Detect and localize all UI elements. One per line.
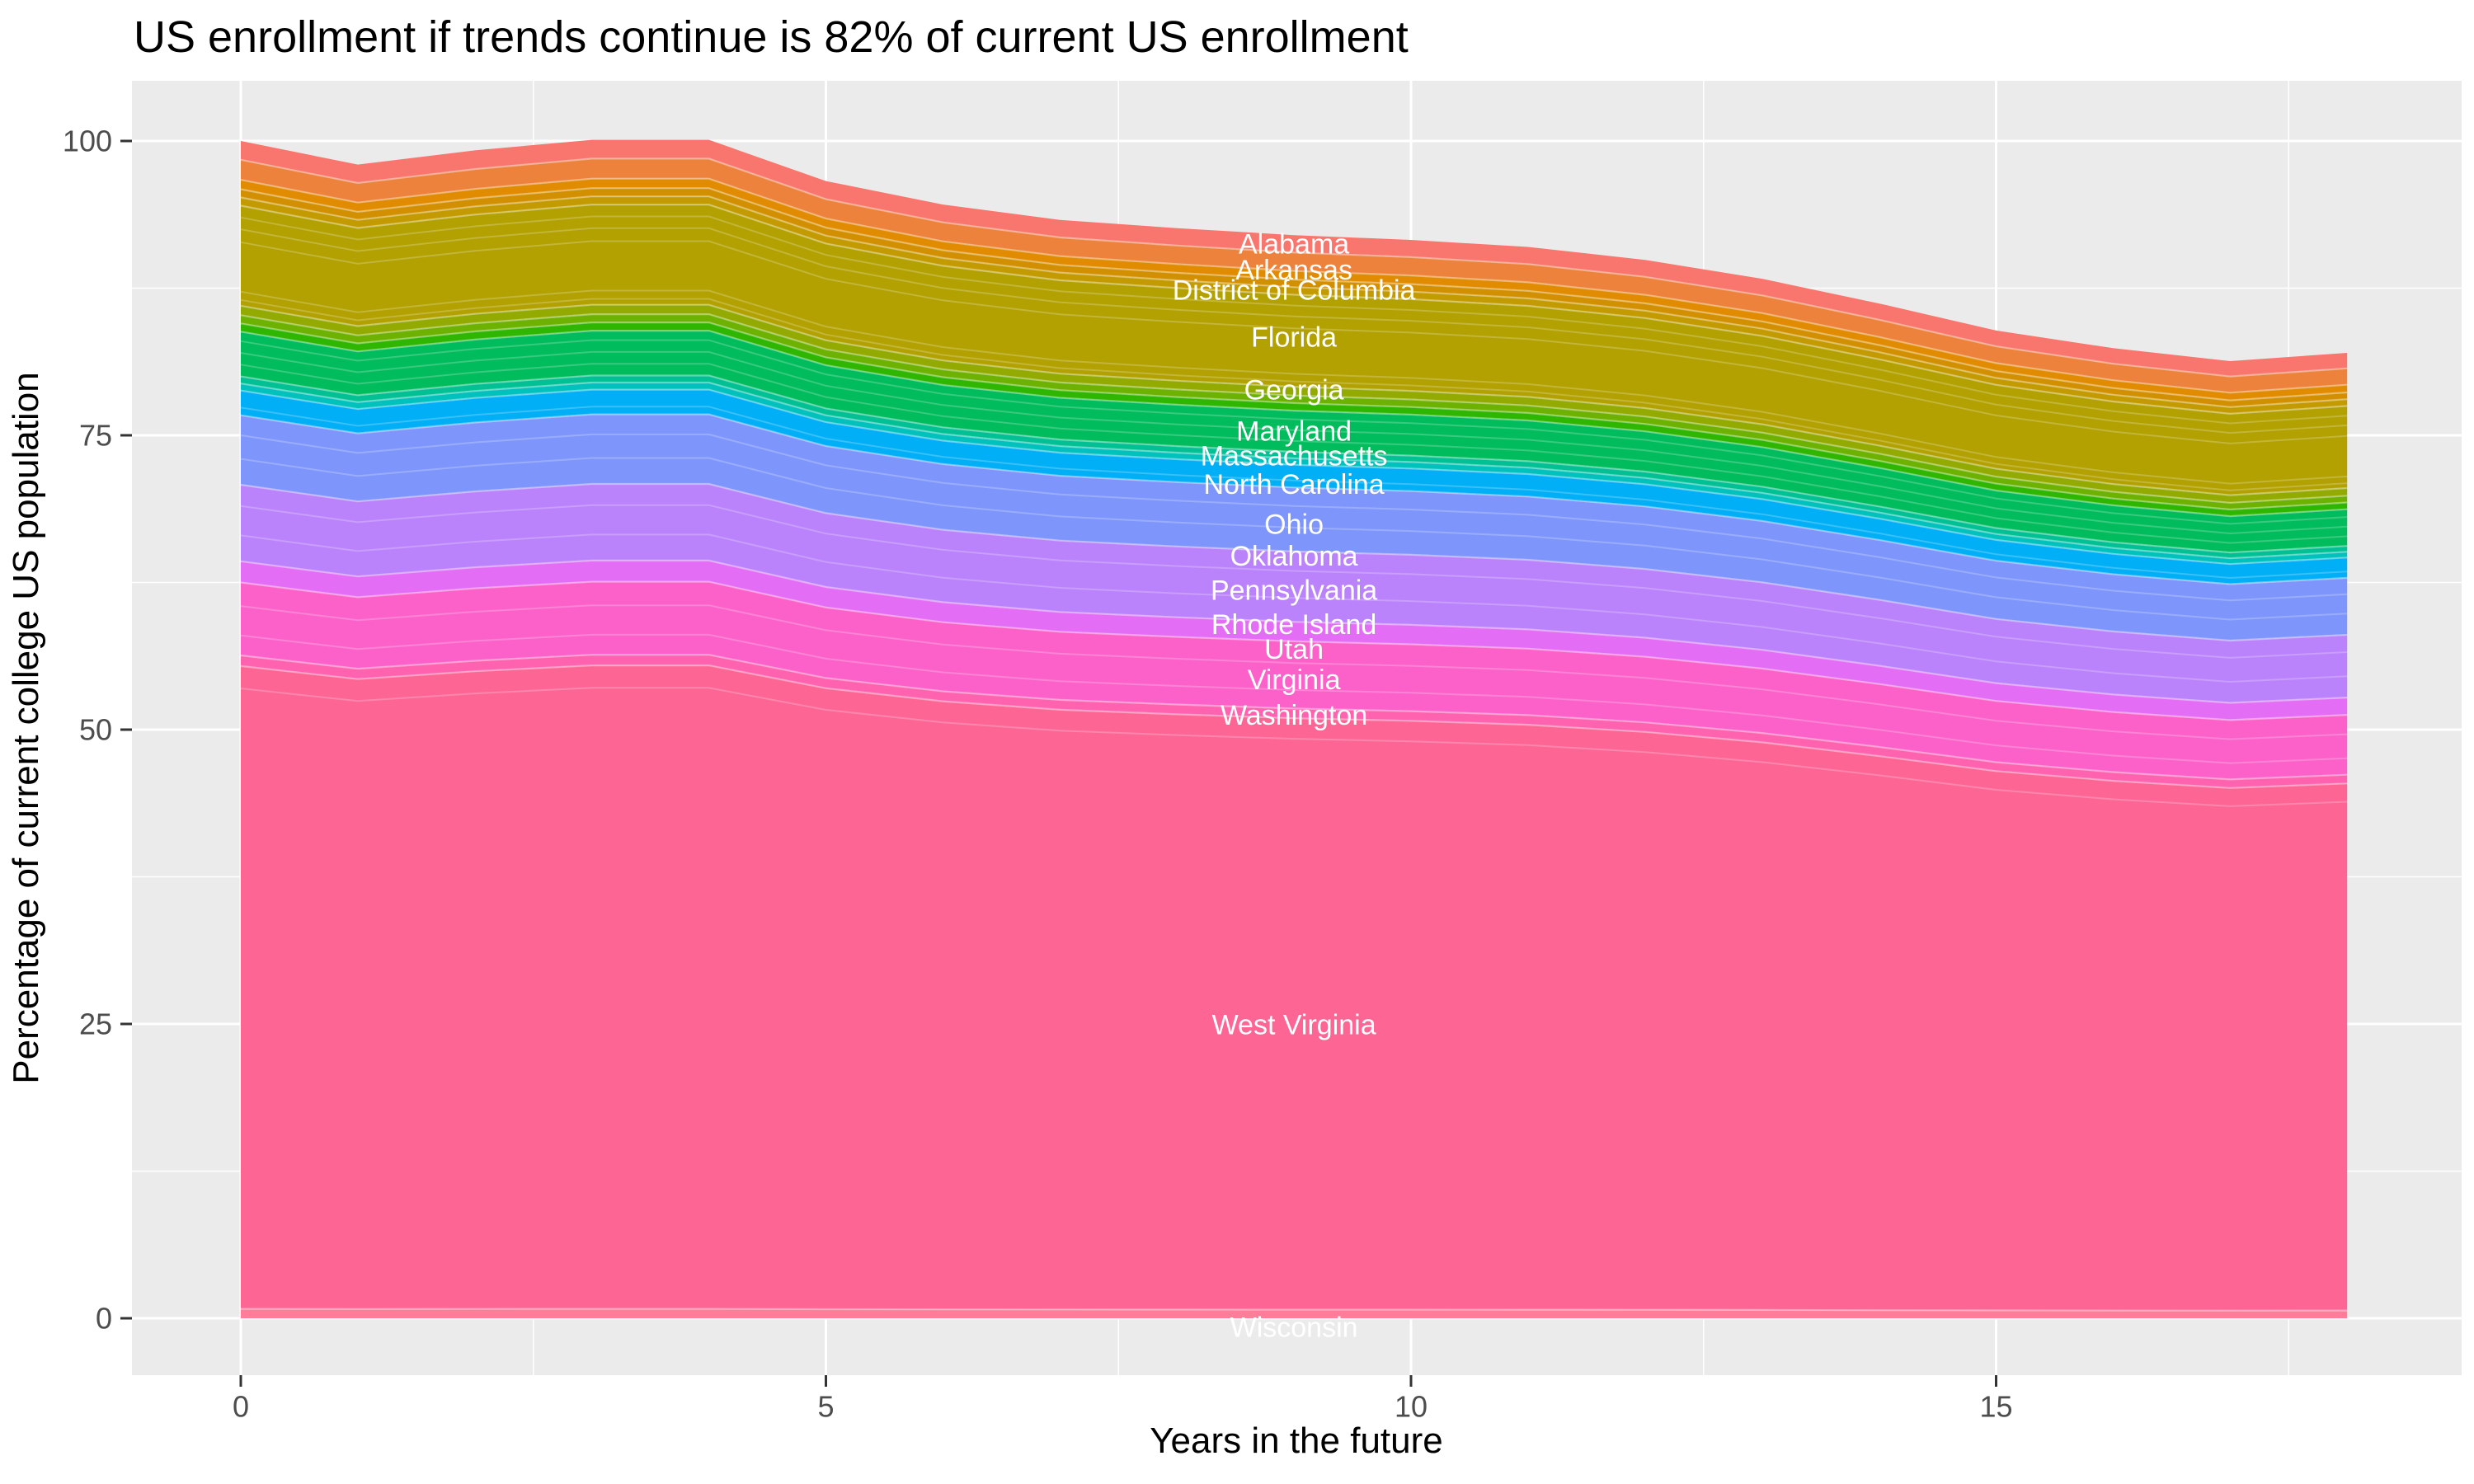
state-label-arkansas: Arkansas [1235,255,1352,286]
band-boundary-line [240,654,2348,781]
y-tick-label: 100 [63,124,112,158]
chart-title: US enrollment if trends continue is 82% … [134,12,1409,62]
faint-state-boundary-line [240,604,2348,740]
state-label-rhode-island: Rhode Island [1211,609,1376,641]
y-axis-title: Percentage of current college US populat… [6,372,46,1083]
state-label-washington: Washington [1221,700,1367,731]
x-axis-title: Years in the future [1150,1421,1443,1461]
state-band-west-virginia [241,665,2348,1311]
state-band-unlabeled [241,322,2348,517]
state-band-unlabeled [241,178,2348,401]
y-tick-label: 50 [79,713,112,747]
axis-ticks: 0 25 50 75 100 0 5 10 15 [63,124,2013,1424]
state-band-wisconsin [241,1308,2348,1318]
state-band-rhode-island [241,560,2348,721]
faint-state-boundary-line [240,215,2348,425]
band-boundary-line [240,204,2348,416]
faint-state-boundary-line [240,406,2348,580]
state-band-georgia [241,304,2348,503]
band-boundary-line [240,1308,2348,1312]
faint-state-boundary-line [240,633,2348,764]
faint-state-boundary-line [240,350,2348,535]
band-boundary-line [240,313,2348,505]
band-boundary-line [240,303,2348,496]
faint-state-boundary-line [240,363,2348,544]
band-boundary-line [240,374,2348,554]
y-tick-label: 25 [79,1007,112,1041]
faint-state-boundary-line [240,240,2348,444]
state-band-ohio [241,414,2348,641]
band-boundary-line [240,177,2348,394]
band-boundary-line [240,195,2348,408]
band-boundary-line [240,381,2348,560]
faint-state-boundary-line [240,504,2348,659]
state-band-alabama [241,139,2348,377]
state-band-washington [241,655,2348,788]
state-band-virginia [241,581,2348,780]
state-label-utah: Utah [1264,634,1324,665]
state-label-pennsylvania: Pennsylvania [1211,575,1377,606]
x-tick-label: 15 [1979,1390,2012,1424]
state-band-unlabeled [241,314,2348,510]
state-band-north-carolina [241,389,2348,585]
state-label-maryland: Maryland [1236,416,1352,448]
state-band-pennsylvania [241,484,2348,703]
band-boundary-line [240,330,2348,518]
x-tick-label: 5 [817,1390,834,1424]
faint-state-boundary-line [240,533,2348,683]
state-label-florida: Florida [1251,322,1337,353]
state-band-florida [241,204,2348,495]
faint-state-boundary-line [240,687,2348,807]
state-label-district-of-columbia: District of Columbia [1173,275,1416,306]
band-boundary-line [240,157,2348,378]
state-label-alabama: Alabama [1239,229,1349,261]
x-tick-label: 0 [233,1390,249,1424]
state-label-wisconsin: Wisconsin [1230,1312,1358,1343]
state-band-maryland [241,331,2348,553]
state-label-georgia: Georgia [1244,375,1344,406]
band-boundary-line [240,664,2348,789]
area-bands [241,139,2348,1318]
band-boundary-line [240,187,2348,402]
x-tick-label: 10 [1395,1390,1427,1424]
band-boundary-line [240,559,2348,704]
state-label-ohio: Ohio [1264,510,1324,541]
y-tick-label: 0 [96,1302,112,1336]
state-label-west-virginia: West Virginia [1212,1009,1376,1040]
band-boundary-line [240,580,2348,721]
faint-state-boundary-line [240,227,2348,434]
faint-state-boundary-line [240,339,2348,525]
state-label-north-carolina: North Carolina [1203,469,1384,500]
faint-state-boundary-line [240,298,2348,491]
band-boundary-line [240,322,2348,511]
state-label-massachusetts: Massachusetts [1201,441,1388,472]
state-label-oklahoma: Oklahoma [1230,541,1358,572]
y-tick-label: 75 [79,419,112,453]
state-band-arkansas [241,158,2348,393]
band-boundary-line [240,413,2348,585]
state-label-virginia: Virginia [1248,665,1341,696]
band-boundary-line [240,482,2348,642]
faint-state-boundary-line [240,457,2348,621]
faint-state-boundary-line [240,433,2348,602]
band-seams [240,157,2348,1312]
faint-state-boundary-line [240,289,2348,485]
band-boundary-line [240,388,2348,566]
